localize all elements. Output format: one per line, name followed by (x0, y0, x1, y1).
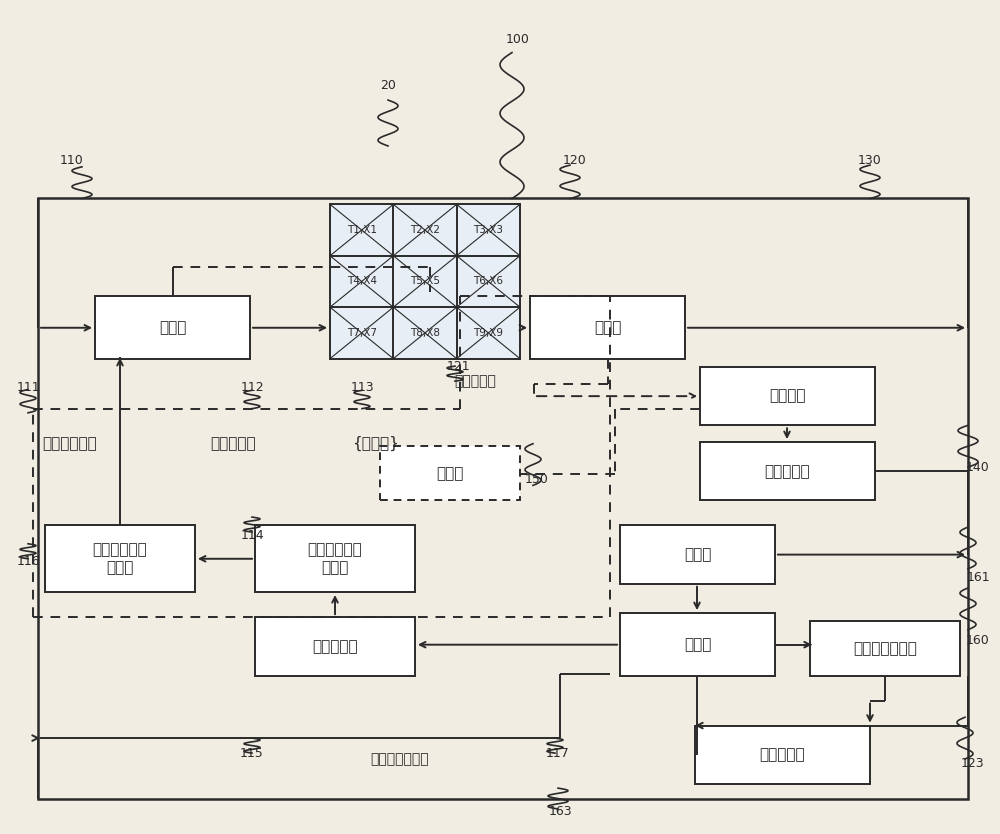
FancyBboxPatch shape (700, 442, 875, 500)
Text: 收光部: 收光部 (594, 320, 621, 334)
Text: 110: 110 (60, 154, 84, 168)
Text: 116: 116 (16, 555, 40, 568)
Text: 123: 123 (960, 756, 984, 770)
Text: 117: 117 (546, 746, 570, 760)
FancyBboxPatch shape (255, 525, 415, 592)
Text: 113: 113 (350, 381, 374, 394)
Text: 输入部: 输入部 (684, 547, 711, 562)
Text: T6,X6: T6,X6 (473, 277, 503, 286)
Text: 114: 114 (240, 529, 264, 542)
FancyBboxPatch shape (620, 525, 775, 584)
FancyBboxPatch shape (810, 621, 960, 676)
Text: 第２隔离器: 第２隔离器 (454, 374, 496, 388)
Text: 二极管激光器: 二极管激光器 (42, 436, 97, 451)
Text: T7,X7: T7,X7 (347, 328, 377, 338)
Text: 二极管激光器
控制器: 二极管激光器 控制器 (308, 543, 362, 575)
Text: 二极管激光器
安装座: 二极管激光器 安装座 (93, 543, 147, 575)
Text: 112: 112 (240, 381, 264, 394)
FancyBboxPatch shape (45, 525, 195, 592)
FancyBboxPatch shape (380, 446, 520, 500)
FancyBboxPatch shape (695, 726, 870, 784)
Text: T8,X8: T8,X8 (410, 328, 440, 338)
FancyBboxPatch shape (95, 296, 250, 359)
Text: 140: 140 (966, 460, 990, 474)
Text: 163: 163 (548, 805, 572, 818)
FancyBboxPatch shape (530, 296, 685, 359)
Text: 160: 160 (966, 634, 990, 647)
FancyBboxPatch shape (255, 617, 415, 676)
FancyBboxPatch shape (330, 204, 520, 359)
Text: 150: 150 (525, 473, 549, 486)
Text: 100: 100 (506, 33, 530, 46)
Text: 161: 161 (966, 570, 990, 584)
Text: 映射输出部: 映射输出部 (760, 747, 805, 762)
Text: 发光移送驱动部: 发光移送驱动部 (370, 752, 429, 766)
Text: 115: 115 (240, 746, 264, 760)
Text: T3,X3: T3,X3 (473, 225, 503, 235)
Text: 锁定放大部: 锁定放大部 (765, 464, 810, 479)
Text: 示波器: 示波器 (436, 466, 464, 480)
Text: 第１隔离器: 第１隔离器 (210, 436, 256, 451)
Text: T5,X5: T5,X5 (410, 277, 440, 286)
Text: T9,X9: T9,X9 (473, 328, 503, 338)
FancyBboxPatch shape (620, 613, 775, 676)
Text: T1,X1: T1,X1 (347, 225, 377, 235)
Text: 光检测部: 光检测部 (769, 389, 806, 404)
Text: 20: 20 (380, 79, 396, 93)
Text: 收光移送驱动部: 收光移送驱动部 (853, 641, 917, 656)
FancyBboxPatch shape (700, 367, 875, 425)
Text: 控制部: 控制部 (684, 637, 711, 651)
Text: 111: 111 (16, 381, 40, 394)
Text: 波形产生部: 波形产生部 (312, 639, 358, 654)
Text: 121: 121 (446, 360, 470, 374)
Text: 120: 120 (563, 154, 587, 168)
Text: 发光部: 发光部 (159, 320, 186, 334)
Text: 130: 130 (858, 154, 882, 168)
Text: {耦合器}: {耦合器} (352, 436, 399, 451)
Text: T4,X4: T4,X4 (347, 277, 377, 286)
Text: T2,X2: T2,X2 (410, 225, 440, 235)
